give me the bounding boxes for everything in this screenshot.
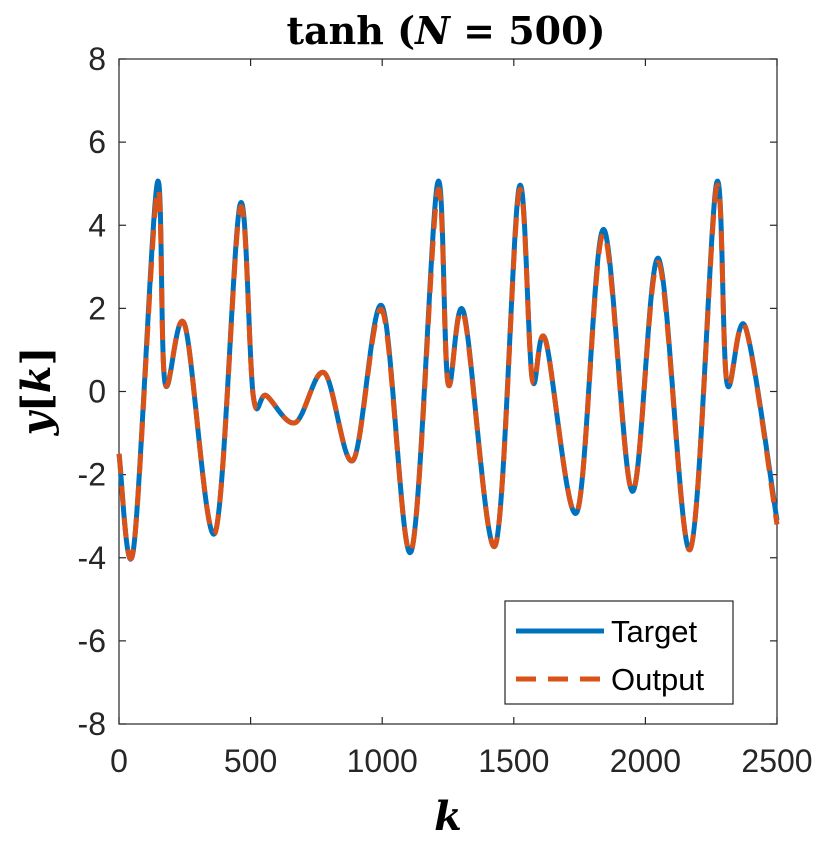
x-tick-label: 1500: [478, 743, 549, 779]
legend: Target Output: [504, 600, 734, 705]
series-line-output: [116, 182, 780, 562]
y-tick-label: 2: [88, 290, 106, 326]
legend-box: [504, 600, 734, 705]
axis-ticks: 0 500 1000 1500 2000 2500 -8 -6 -4 -2 0 2 4 6 8: [78, 41, 813, 779]
y-tick-label: 0: [88, 374, 106, 410]
x-tick-label: 500: [224, 743, 277, 779]
legend-label-target: Target: [611, 614, 698, 649]
chart-title: tanh (N = 500): [287, 8, 606, 53]
y-tick-label: 8: [88, 41, 106, 77]
y-tick-label: -6: [78, 623, 106, 659]
y-tick-label: 6: [88, 124, 106, 160]
x-tick-label: 2500: [741, 743, 812, 779]
legend-label-output: Output: [611, 662, 704, 697]
x-tick-label: 2000: [610, 743, 681, 779]
x-axis-label: k: [434, 793, 462, 840]
x-tick-label: 1000: [347, 743, 418, 779]
x-tick-label: 0: [110, 743, 128, 779]
y-tick-label: -8: [78, 706, 106, 742]
series-layer: [116, 178, 780, 562]
y-axis-label: y[k]: [13, 347, 60, 437]
y-tick-label: -2: [78, 457, 106, 493]
y-tick-label: 4: [88, 207, 106, 243]
y-tick-label: -4: [78, 540, 106, 576]
